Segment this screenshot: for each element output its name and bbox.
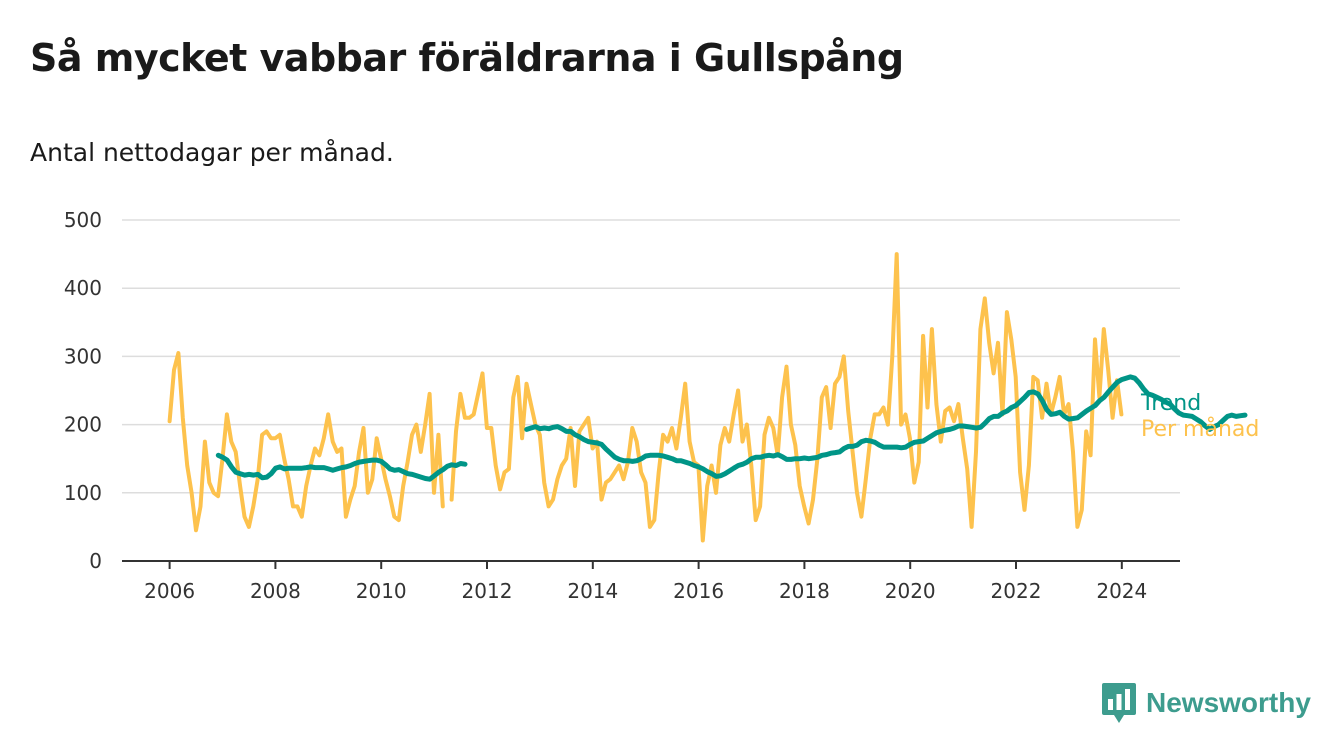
series-line-trend [215, 374, 1248, 482]
chart-title: Så mycket vabbar föräldrarna i Gullspång [30, 36, 904, 80]
newsworthy-logo: Newsworthy [1102, 683, 1311, 723]
x-tick-label-2022: 2022 [991, 579, 1042, 603]
series-line-per_month [167, 252, 1124, 543]
series-label-trend: Trend [1140, 391, 1201, 416]
x-tick-label-2014: 2014 [567, 579, 618, 603]
x-axis: 2006 2008 2010 2012 2014 2016 2018 2020 2022 2024 [122, 560, 1180, 603]
x-tick-label-2012: 2012 [462, 579, 513, 603]
y-tick-label-200: 200 [64, 413, 102, 437]
y-tick-label-0: 0 [89, 549, 102, 573]
x-tick-label-2010: 2010 [356, 579, 407, 603]
y-axis: 0 100 200 300 400 500 [64, 208, 102, 573]
x-tick-label-2008: 2008 [250, 579, 301, 603]
x-tick-label-2016: 2016 [673, 579, 724, 603]
y-tick-label-100: 100 [64, 481, 102, 505]
chart-subtitle: Antal nettodagar per månad. [30, 138, 394, 167]
x-tick-label-2018: 2018 [779, 579, 830, 603]
x-tick-label-2020: 2020 [885, 579, 936, 603]
y-tick-label-300: 300 [64, 344, 102, 368]
series-label-per_month: Per månad [1141, 416, 1259, 442]
gridlines [122, 219, 1180, 494]
chart-badge-icon [1102, 683, 1136, 723]
x-tick-label-2006: 2006 [144, 579, 195, 603]
x-tick-label-2024: 2024 [1096, 579, 1147, 603]
brand-name: Newsworthy [1146, 687, 1311, 718]
series-lines [167, 252, 1248, 543]
y-tick-label-500: 500 [64, 208, 102, 232]
y-tick-label-400: 400 [64, 276, 102, 300]
